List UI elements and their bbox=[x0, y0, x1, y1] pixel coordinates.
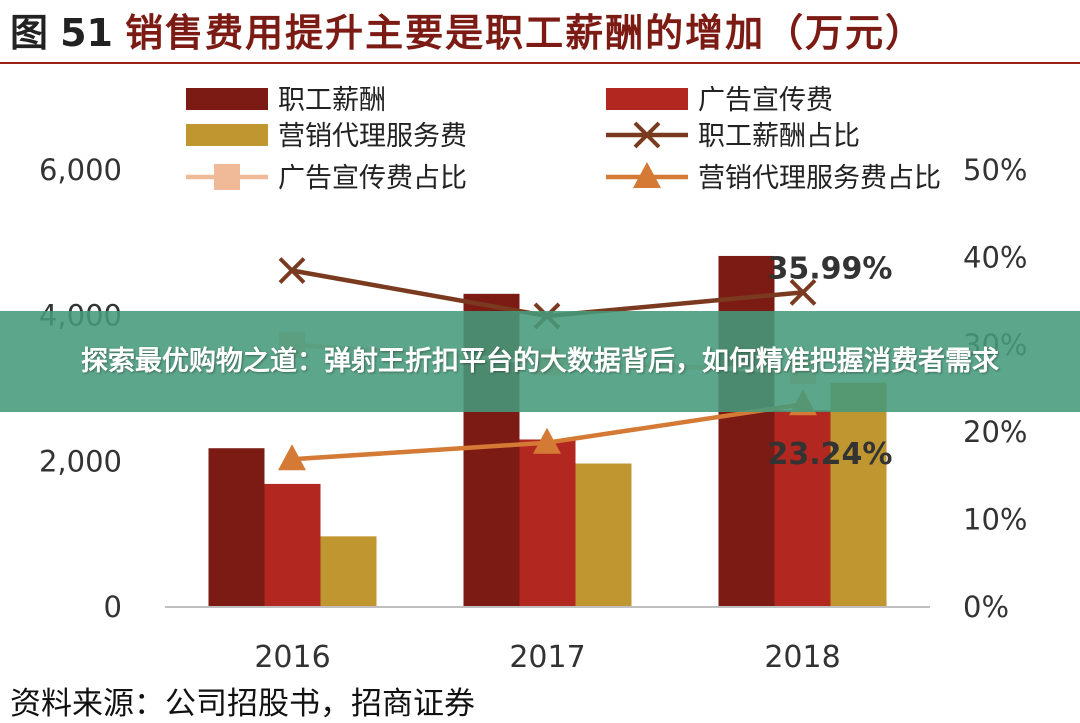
bar-2016-1 bbox=[208, 448, 265, 607]
legend-marker bbox=[633, 162, 661, 188]
point-2018-line-1 bbox=[789, 278, 817, 306]
data-label: 35.99% bbox=[768, 251, 893, 286]
point-2017-line-3 bbox=[533, 427, 561, 454]
point-2016-line-1-stroke bbox=[278, 257, 306, 284]
legend-marker bbox=[214, 164, 240, 190]
data-label: 23.24% bbox=[768, 437, 893, 472]
legend-item-1: 职工薪酬 bbox=[186, 85, 386, 116]
point-2018-line-1-stroke bbox=[789, 278, 817, 306]
bar-2018-2 bbox=[774, 410, 831, 607]
bar-2017-3 bbox=[575, 463, 632, 607]
legend-swatch bbox=[186, 124, 268, 146]
legend-label: 营销代理服务费占比 bbox=[698, 163, 941, 194]
right-tick-label: 0% bbox=[963, 590, 1009, 624]
point-2016-line-1 bbox=[278, 257, 306, 284]
legend-label: 营销代理服务费 bbox=[278, 121, 467, 152]
right-tick-label: 10% bbox=[963, 503, 1027, 537]
figure-label: 图 bbox=[10, 11, 49, 55]
legend-label: 职工薪酬 bbox=[278, 85, 386, 116]
right-tick-label: 20% bbox=[963, 415, 1027, 449]
bar-2016-2 bbox=[264, 483, 321, 607]
legend-item-4: 职工薪酬占比 bbox=[606, 121, 860, 152]
x-tick-label: 2018 bbox=[764, 640, 840, 675]
bar-2018-1 bbox=[718, 255, 775, 607]
legend-item-2: 广告宣传费 bbox=[606, 85, 833, 116]
x-tick-label: 2017 bbox=[509, 640, 585, 675]
bar-2017-2 bbox=[519, 439, 576, 607]
overlay-banner: 探索最优购物之道：弹射王折扣平台的大数据背后，如何精准把握消费者需求 bbox=[0, 311, 1080, 412]
legend-label: 广告宣传费占比 bbox=[278, 163, 467, 194]
legend-item-3: 营销代理服务费 bbox=[186, 121, 467, 152]
left-tick-label: 2,000 bbox=[39, 444, 122, 478]
left-tick-label: 0 bbox=[104, 590, 122, 624]
legend-marker-stroke bbox=[633, 121, 661, 149]
title-divider bbox=[0, 62, 1080, 64]
figure-number: 51 bbox=[60, 11, 113, 55]
figure-title-text: 销售费用提升主要是职工薪酬的增加（万元） bbox=[125, 10, 926, 55]
legend-marker bbox=[633, 121, 661, 149]
legend-label: 广告宣传费 bbox=[698, 85, 833, 116]
axes-layer: 20162017201802,0004,0006,0000%10%20%30%4… bbox=[39, 153, 1028, 675]
figure-title: 图 51 销售费用提升主要是职工薪酬的增加（万元） bbox=[10, 8, 925, 58]
point-2016-line-3 bbox=[278, 444, 306, 471]
annotations-layer: 35.99% 23.24% bbox=[768, 251, 893, 472]
legend-swatch bbox=[606, 88, 688, 110]
legend-label: 职工薪酬占比 bbox=[698, 121, 860, 152]
right-tick-label: 40% bbox=[963, 240, 1027, 274]
x-tick-label: 2016 bbox=[254, 640, 330, 675]
right-tick-label: 50% bbox=[963, 153, 1027, 187]
left-tick-label: 6,000 bbox=[39, 153, 122, 187]
bar-2016-3 bbox=[320, 536, 377, 607]
bar-2018-3 bbox=[830, 382, 887, 607]
legend-item-5: 广告宣传费占比 bbox=[186, 163, 467, 194]
legend-swatch bbox=[186, 88, 268, 110]
banner-text: 探索最优购物之道：弹射王折扣平台的大数据背后，如何精准把握消费者需求 bbox=[81, 345, 999, 377]
legend-item-6: 营销代理服务费占比 bbox=[606, 162, 941, 194]
source-note: 资料来源：公司招股书，招商证券 bbox=[10, 686, 475, 722]
